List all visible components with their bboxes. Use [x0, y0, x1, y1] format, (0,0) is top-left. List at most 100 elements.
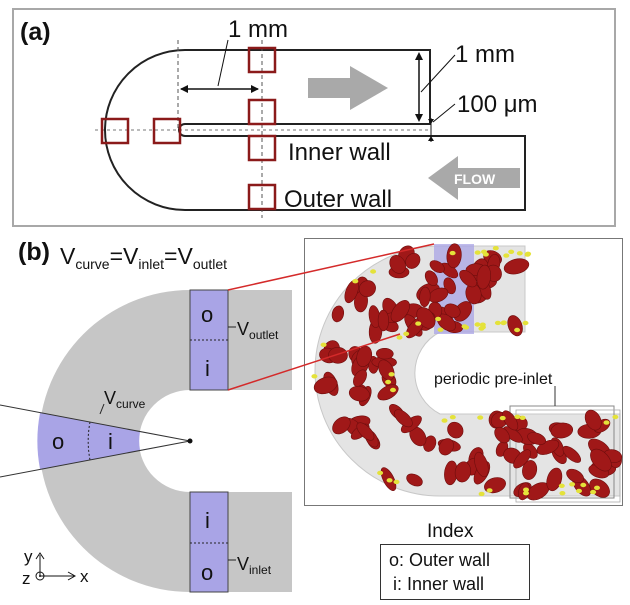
red-blood-cell	[494, 426, 510, 444]
platelet	[385, 379, 392, 385]
platelet	[437, 327, 444, 332]
flow-arrow-left	[428, 156, 520, 200]
gap-label: 100 μm	[457, 91, 538, 118]
platelet	[477, 415, 484, 420]
red-blood-cell	[376, 347, 394, 360]
platelet	[393, 479, 400, 485]
red-blood-cell	[377, 309, 390, 332]
inlet-o-label: o	[201, 560, 213, 585]
platelet	[525, 251, 532, 256]
red-blood-cell	[390, 300, 410, 323]
red-blood-cell	[474, 451, 489, 478]
panel-a-diagram: FLOW (a) 1 mm 1 mm 100 μm Inner wall Out…	[20, 16, 538, 218]
red-blood-cell	[590, 448, 612, 472]
v-inlet-label: Vinlet	[237, 554, 272, 577]
platelet	[320, 342, 327, 347]
platelet	[508, 249, 515, 254]
platelet	[311, 374, 318, 379]
index-title: Index	[427, 521, 474, 542]
red-blood-cell	[513, 449, 531, 469]
axis-y-label: y	[24, 547, 33, 566]
platelet	[352, 279, 359, 284]
axis-triad: y x z	[22, 547, 89, 588]
v-curve-label: Vcurve	[104, 388, 146, 411]
red-blood-cell	[446, 243, 462, 269]
inlet-region	[189, 491, 229, 593]
platelet	[478, 326, 485, 331]
platelet	[481, 249, 487, 254]
platelet	[403, 331, 410, 336]
red-blood-cell	[503, 258, 530, 275]
cell-render: periodic pre-inlet	[311, 243, 623, 503]
red-blood-cell	[546, 467, 563, 492]
inlet-i-label: i	[205, 508, 210, 533]
red-blood-cell	[522, 460, 538, 480]
curve-i-label: i	[108, 429, 113, 454]
length-label: 1 mm	[228, 16, 288, 43]
platelet	[396, 335, 403, 340]
red-blood-cell	[459, 269, 477, 288]
platelet	[474, 250, 481, 255]
red-blood-cell	[331, 305, 345, 323]
curve-region	[37, 413, 190, 469]
flow-label: FLOW	[454, 171, 496, 187]
platelet	[569, 482, 576, 487]
red-blood-cell	[476, 264, 492, 290]
platelet	[516, 251, 523, 256]
volume-equation: Vcurve=Vinlet=Voutlet	[60, 243, 227, 272]
platelet	[415, 321, 422, 326]
platelet	[590, 489, 597, 495]
red-blood-cell	[584, 409, 602, 431]
platelet	[522, 320, 529, 326]
platelet	[558, 483, 565, 488]
platelet	[449, 415, 456, 420]
platelet	[576, 488, 582, 494]
platelet	[478, 491, 485, 497]
panel-a-label: (a)	[20, 18, 51, 46]
platelet	[514, 414, 521, 419]
platelet	[435, 316, 442, 322]
platelet	[514, 327, 521, 333]
platelet	[594, 485, 600, 490]
platelet	[386, 478, 393, 483]
platelet	[388, 372, 395, 377]
platelet	[449, 250, 456, 256]
platelet	[603, 420, 610, 425]
red-blood-cell	[454, 461, 471, 483]
panel-b-schematic: (b) Vcurve=Vinlet=Voutlet o i i o o i Vo…	[0, 238, 292, 593]
platelet	[486, 488, 493, 493]
red-blood-cell	[332, 416, 351, 435]
pre-inlet-label: periodic pre-inlet	[434, 371, 553, 388]
platelet	[559, 491, 566, 496]
index-box: o: Outer wall i: Inner wall	[380, 544, 530, 600]
index-item-inner: i: Inner wall	[393, 574, 485, 594]
platelet	[523, 491, 529, 496]
outlet-region	[189, 289, 229, 391]
platelet	[474, 322, 481, 327]
index-item-outer: o: Outer wall	[389, 550, 491, 570]
platelet	[461, 324, 468, 329]
wedge-line-bottom	[0, 440, 191, 478]
platelet	[519, 415, 526, 420]
red-blood-cell	[562, 445, 582, 463]
platelet	[523, 487, 529, 492]
platelet	[492, 246, 499, 251]
platelet	[494, 320, 501, 326]
red-blood-cell	[550, 422, 574, 439]
width-label: 1 mm	[455, 41, 515, 68]
red-blood-cell	[527, 432, 546, 445]
red-blood-cell	[447, 421, 464, 439]
outer-wall-label: Outer wall	[284, 186, 392, 213]
sample-boxes	[100, 46, 277, 211]
platelet	[377, 470, 384, 476]
platelet	[441, 418, 448, 423]
platelet	[499, 415, 506, 421]
platelets	[311, 246, 619, 497]
red-blood-cell	[356, 422, 375, 441]
red-blood-cell	[566, 468, 584, 483]
platelet	[390, 387, 396, 393]
curve-o-label: o	[52, 429, 64, 454]
panel-a-frame	[12, 8, 616, 227]
wedge-line-top	[0, 404, 191, 442]
platelet	[500, 320, 507, 325]
